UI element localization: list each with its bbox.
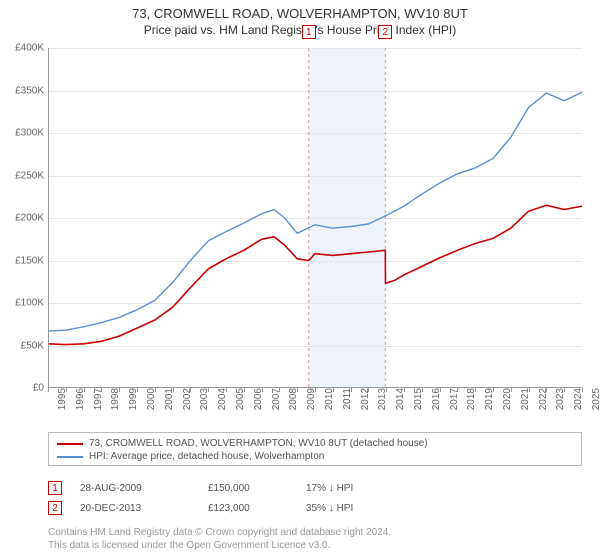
x-tick <box>84 388 85 392</box>
x-tick <box>226 388 227 392</box>
y-tick-label: £400K <box>15 43 48 54</box>
x-tick <box>208 388 209 392</box>
legend-swatch <box>57 443 83 445</box>
x-tick <box>155 388 156 392</box>
y-tick-label: £100K <box>15 298 48 309</box>
x-tick <box>493 388 494 392</box>
x-tick <box>529 388 530 392</box>
x-tick <box>404 388 405 392</box>
attribution-line-2: This data is licensed under the Open Gov… <box>48 539 582 552</box>
x-tick <box>137 388 138 392</box>
x-tick <box>297 388 298 392</box>
y-tick-label: £0 <box>33 383 48 394</box>
y-tick-label: £300K <box>15 128 48 139</box>
x-tick <box>315 388 316 392</box>
chart-marker-1: 1 <box>302 25 316 39</box>
x-tick <box>386 388 387 392</box>
y-tick-label: £250K <box>15 170 48 181</box>
title-line-2: Price paid vs. HM Land Registry's House … <box>0 23 600 37</box>
chart-lines <box>48 48 582 388</box>
x-tick <box>244 388 245 392</box>
event-price: £150,000 <box>208 483 288 494</box>
legend-swatch <box>57 456 83 458</box>
event-marker: 1 <box>48 481 62 495</box>
y-tick-label: £350K <box>15 85 48 96</box>
chart-title: 73, CROMWELL ROAD, WOLVERHAMPTON, WV10 8… <box>0 0 600 37</box>
x-tick <box>119 388 120 392</box>
x-tick <box>173 388 174 392</box>
event-row: 1 28-AUG-2009 £150,000 17% ↓ HPI <box>48 478 582 498</box>
x-tick <box>422 388 423 392</box>
legend-label: HPI: Average price, detached house, Wolv… <box>89 451 324 462</box>
event-marker: 2 <box>48 501 62 515</box>
x-tick <box>101 388 102 392</box>
y-tick-label: £200K <box>15 213 48 224</box>
y-tick-label: £150K <box>15 255 48 266</box>
x-tick <box>546 388 547 392</box>
x-tick <box>351 388 352 392</box>
legend-label: 73, CROMWELL ROAD, WOLVERHAMPTON, WV10 8… <box>89 438 428 449</box>
event-date: 28-AUG-2009 <box>80 483 190 494</box>
chart-plot-area: £0£50K£100K£150K£200K£250K£300K£350K£400… <box>48 48 582 388</box>
event-price: £123,000 <box>208 503 288 514</box>
x-tick <box>511 388 512 392</box>
x-tick <box>368 388 369 392</box>
legend-item: HPI: Average price, detached house, Wolv… <box>57 450 573 463</box>
event-delta: 35% ↓ HPI <box>306 503 386 514</box>
x-tick <box>48 388 49 392</box>
x-tick <box>279 388 280 392</box>
event-delta: 17% ↓ HPI <box>306 483 386 494</box>
y-tick-label: £50K <box>21 340 48 351</box>
x-tick <box>457 388 458 392</box>
event-date: 20-DEC-2013 <box>80 503 190 514</box>
x-tick <box>582 388 583 392</box>
x-tick <box>564 388 565 392</box>
chart-marker-2: 2 <box>378 25 392 39</box>
series-line-hpi <box>48 92 582 331</box>
event-row: 2 20-DEC-2013 £123,000 35% ↓ HPI <box>48 498 582 518</box>
title-line-1: 73, CROMWELL ROAD, WOLVERHAMPTON, WV10 8… <box>0 6 600 21</box>
x-tick <box>440 388 441 392</box>
attribution-line-1: Contains HM Land Registry data © Crown c… <box>48 526 582 539</box>
x-tick <box>66 388 67 392</box>
attribution: Contains HM Land Registry data © Crown c… <box>48 526 582 552</box>
x-tick <box>475 388 476 392</box>
x-tick <box>262 388 263 392</box>
x-tick <box>333 388 334 392</box>
series-line-price_paid <box>48 205 582 344</box>
legend-item: 73, CROMWELL ROAD, WOLVERHAMPTON, WV10 8… <box>57 437 573 450</box>
legend: 73, CROMWELL ROAD, WOLVERHAMPTON, WV10 8… <box>48 432 582 466</box>
x-tick-label: 2025 <box>585 388 600 410</box>
x-tick <box>190 388 191 392</box>
footer: 1 28-AUG-2009 £150,000 17% ↓ HPI 2 20-DEC-201… <box>48 478 582 552</box>
